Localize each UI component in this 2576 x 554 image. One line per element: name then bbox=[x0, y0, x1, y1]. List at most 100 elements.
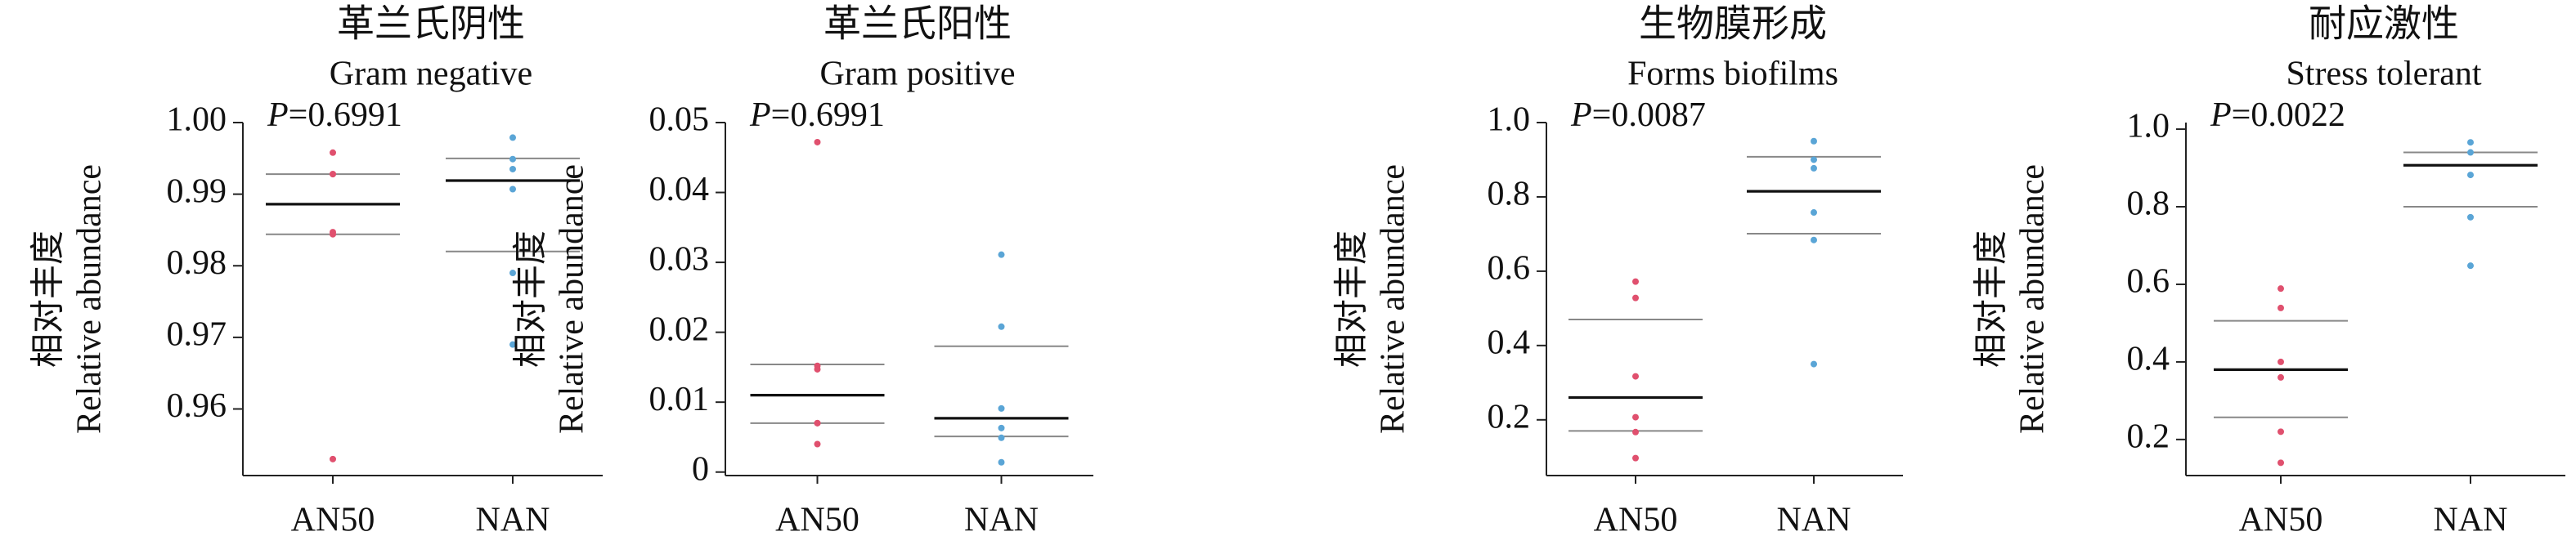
data-point bbox=[1632, 454, 1639, 462]
x-tick-label: NAN bbox=[2434, 502, 2508, 539]
y-axis-label: Relative abundance bbox=[554, 164, 591, 434]
y-tick-label: 0.01 bbox=[649, 381, 710, 418]
x-tick-label: AN50 bbox=[1594, 502, 1678, 539]
data-point bbox=[2278, 428, 2284, 436]
y-tick-label: 1.0 bbox=[1488, 101, 1531, 139]
annotation: P=0.0087 bbox=[1570, 96, 1706, 134]
data-point bbox=[1811, 156, 1817, 163]
y-tick-label: 0.05 bbox=[649, 101, 710, 139]
data-point bbox=[2278, 358, 2284, 365]
chart-subtitle: Stress tolerant bbox=[2286, 56, 2481, 93]
y-tick-label: 0.98 bbox=[167, 244, 227, 282]
data-point bbox=[998, 404, 1005, 412]
y-axis-label: 相对丰度 bbox=[1971, 230, 2011, 368]
data-point bbox=[2278, 304, 2284, 311]
data-point bbox=[998, 323, 1005, 330]
data-point bbox=[509, 155, 516, 163]
y-tick-label: 0.8 bbox=[1488, 176, 1531, 213]
chart-subtitle: Gram negative bbox=[330, 56, 532, 93]
data-point bbox=[509, 341, 516, 348]
y-tick-label: 0.8 bbox=[2127, 185, 2170, 223]
data-point bbox=[330, 149, 336, 156]
y-axis-label: 相对丰度 bbox=[510, 230, 550, 368]
y-tick-label: 0.6 bbox=[1488, 250, 1531, 288]
data-point bbox=[509, 185, 516, 193]
annotation-value: =0.6991 bbox=[289, 96, 402, 134]
data-point bbox=[2278, 285, 2284, 293]
annotation-symbol: P bbox=[1570, 96, 1592, 134]
data-point bbox=[2467, 149, 2474, 156]
annotation: P=0.0022 bbox=[2210, 96, 2345, 134]
data-point bbox=[1632, 373, 1639, 380]
y-tick-label: 0.4 bbox=[2127, 341, 2170, 378]
x-tick-label: NAN bbox=[964, 502, 1039, 539]
data-point bbox=[814, 440, 821, 448]
data-point bbox=[1632, 428, 1639, 436]
x-tick-label: AN50 bbox=[291, 502, 375, 539]
y-axis-label: 相对丰度 bbox=[1331, 230, 1371, 368]
data-point bbox=[1632, 278, 1639, 285]
chart-title: 革兰氏阴性 bbox=[337, 2, 525, 46]
y-tick-label: 0.2 bbox=[2127, 418, 2170, 455]
x-tick-label: NAN bbox=[1777, 502, 1851, 539]
data-point bbox=[1632, 413, 1639, 421]
data-point bbox=[509, 270, 516, 277]
annotation-value: =0.0022 bbox=[2232, 96, 2345, 134]
annotation-value: =0.0087 bbox=[1592, 96, 1706, 134]
y-tick-label: 0.96 bbox=[167, 387, 227, 425]
data-point bbox=[1811, 164, 1817, 172]
data-point bbox=[2278, 373, 2284, 381]
annotation: P=0.6991 bbox=[267, 96, 402, 134]
y-tick-label: 0.2 bbox=[1488, 398, 1531, 436]
annotation-value: =0.6991 bbox=[771, 96, 885, 134]
data-point bbox=[2278, 459, 2284, 467]
data-point bbox=[998, 434, 1005, 441]
y-tick-label: 0.03 bbox=[649, 241, 710, 279]
y-tick-label: 0.99 bbox=[167, 172, 227, 210]
x-tick-label: AN50 bbox=[2239, 502, 2323, 539]
chart-title: 耐应激性 bbox=[2309, 2, 2459, 46]
data-point bbox=[814, 138, 821, 145]
chart-title: 革兰氏阳性 bbox=[824, 2, 1012, 46]
annotation-symbol: P bbox=[267, 96, 289, 134]
y-tick-label: 0.4 bbox=[1488, 324, 1531, 361]
chart-subtitle: Gram positive bbox=[819, 56, 1015, 93]
data-point bbox=[814, 365, 821, 373]
annotation-symbol: P bbox=[2210, 96, 2232, 134]
y-tick-label: 1.00 bbox=[167, 101, 227, 139]
annotation-symbol: P bbox=[749, 96, 771, 134]
data-point bbox=[2467, 172, 2474, 179]
data-point bbox=[998, 251, 1005, 258]
y-tick-label: 0.04 bbox=[649, 171, 710, 208]
annotation: P=0.6991 bbox=[749, 96, 885, 134]
data-point bbox=[509, 165, 516, 172]
y-tick-label: 0.6 bbox=[2127, 263, 2170, 301]
data-point bbox=[2467, 213, 2474, 221]
data-point bbox=[1811, 209, 1817, 217]
data-point bbox=[509, 134, 516, 141]
data-point bbox=[998, 458, 1005, 466]
data-point bbox=[330, 455, 336, 462]
x-tick-label: NAN bbox=[476, 502, 550, 539]
data-point bbox=[2467, 139, 2474, 146]
chart-title: 生物膜形成 bbox=[1639, 2, 1827, 46]
data-point bbox=[1811, 236, 1817, 243]
y-axis-label: 相对丰度 bbox=[28, 230, 68, 368]
data-point bbox=[330, 229, 336, 236]
data-point bbox=[2467, 262, 2474, 270]
chart-subtitle: Forms biofilms bbox=[1627, 56, 1838, 93]
data-point bbox=[998, 424, 1005, 431]
y-tick-label: 0 bbox=[692, 450, 709, 488]
x-tick-label: AN50 bbox=[775, 502, 859, 539]
y-tick-label: 0.97 bbox=[167, 316, 227, 354]
data-point bbox=[330, 171, 336, 178]
y-tick-label: 1.0 bbox=[2127, 108, 2170, 145]
y-tick-label: 0.02 bbox=[649, 311, 710, 348]
y-axis-label: Relative abundance bbox=[2014, 164, 2052, 434]
data-point bbox=[814, 419, 821, 427]
